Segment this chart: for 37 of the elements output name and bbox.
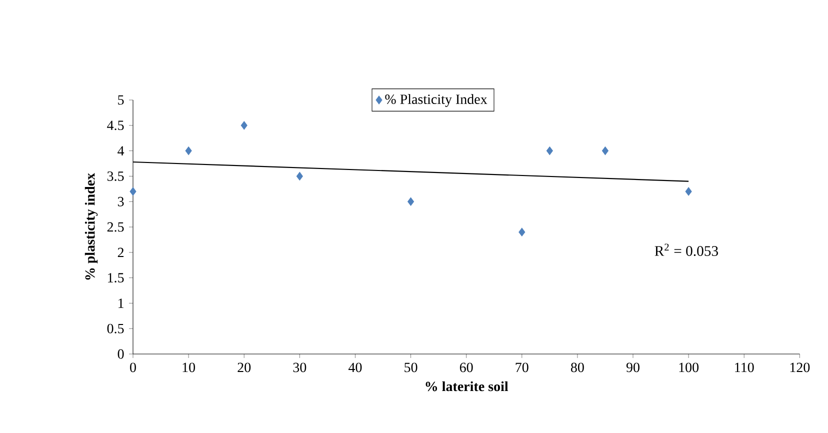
point (185, 146, 192, 156)
y-tick-label: 4.5 (107, 120, 124, 130)
x-tick-label: 90 (626, 362, 640, 372)
point (240, 121, 248, 130)
x-tick-label: 10 (182, 362, 196, 372)
legend-label: % Plasticity Index (385, 94, 488, 107)
y-tick-label: 0 (118, 349, 124, 359)
y-tick-label: 5 (118, 95, 124, 105)
point (130, 187, 136, 196)
point (408, 197, 414, 206)
point (296, 172, 303, 180)
x-tick-label: 100 (679, 362, 699, 372)
y-tick-label: 3 (118, 196, 124, 206)
x-tick-label: 110 (735, 362, 754, 372)
y-tick-label: 2.5 (107, 222, 124, 232)
x-tick-label: 60 (460, 362, 473, 372)
y-tick-label: 1.5 (108, 273, 124, 283)
y-tick-label: 4 (118, 146, 124, 156)
point (518, 228, 526, 236)
x-axis-title: % laterite soil (426, 381, 508, 392)
x-tick-label: 50 (404, 362, 418, 372)
x-tick-label: 120 (790, 362, 810, 372)
x-tick-label: 80 (570, 362, 584, 372)
y-tick-label: 1 (118, 298, 124, 308)
x-tick-label: 20 (238, 362, 251, 372)
y-tick-label: 2 (118, 248, 124, 258)
y-tick-label: 0.5 (107, 324, 124, 334)
y-tick-label: 3.5 (107, 171, 124, 181)
x-tick-label: 70 (516, 362, 528, 372)
x-tick-label: 40 (348, 362, 362, 372)
y-axis-title: % plasticity index (84, 173, 98, 280)
x-tick-label: 0 (130, 362, 136, 372)
point (685, 187, 692, 196)
annotation: R$^{2}$ = 0.053 (654, 244, 718, 256)
point (602, 146, 608, 156)
point (546, 146, 553, 156)
x-tick-label: 30 (293, 362, 306, 372)
